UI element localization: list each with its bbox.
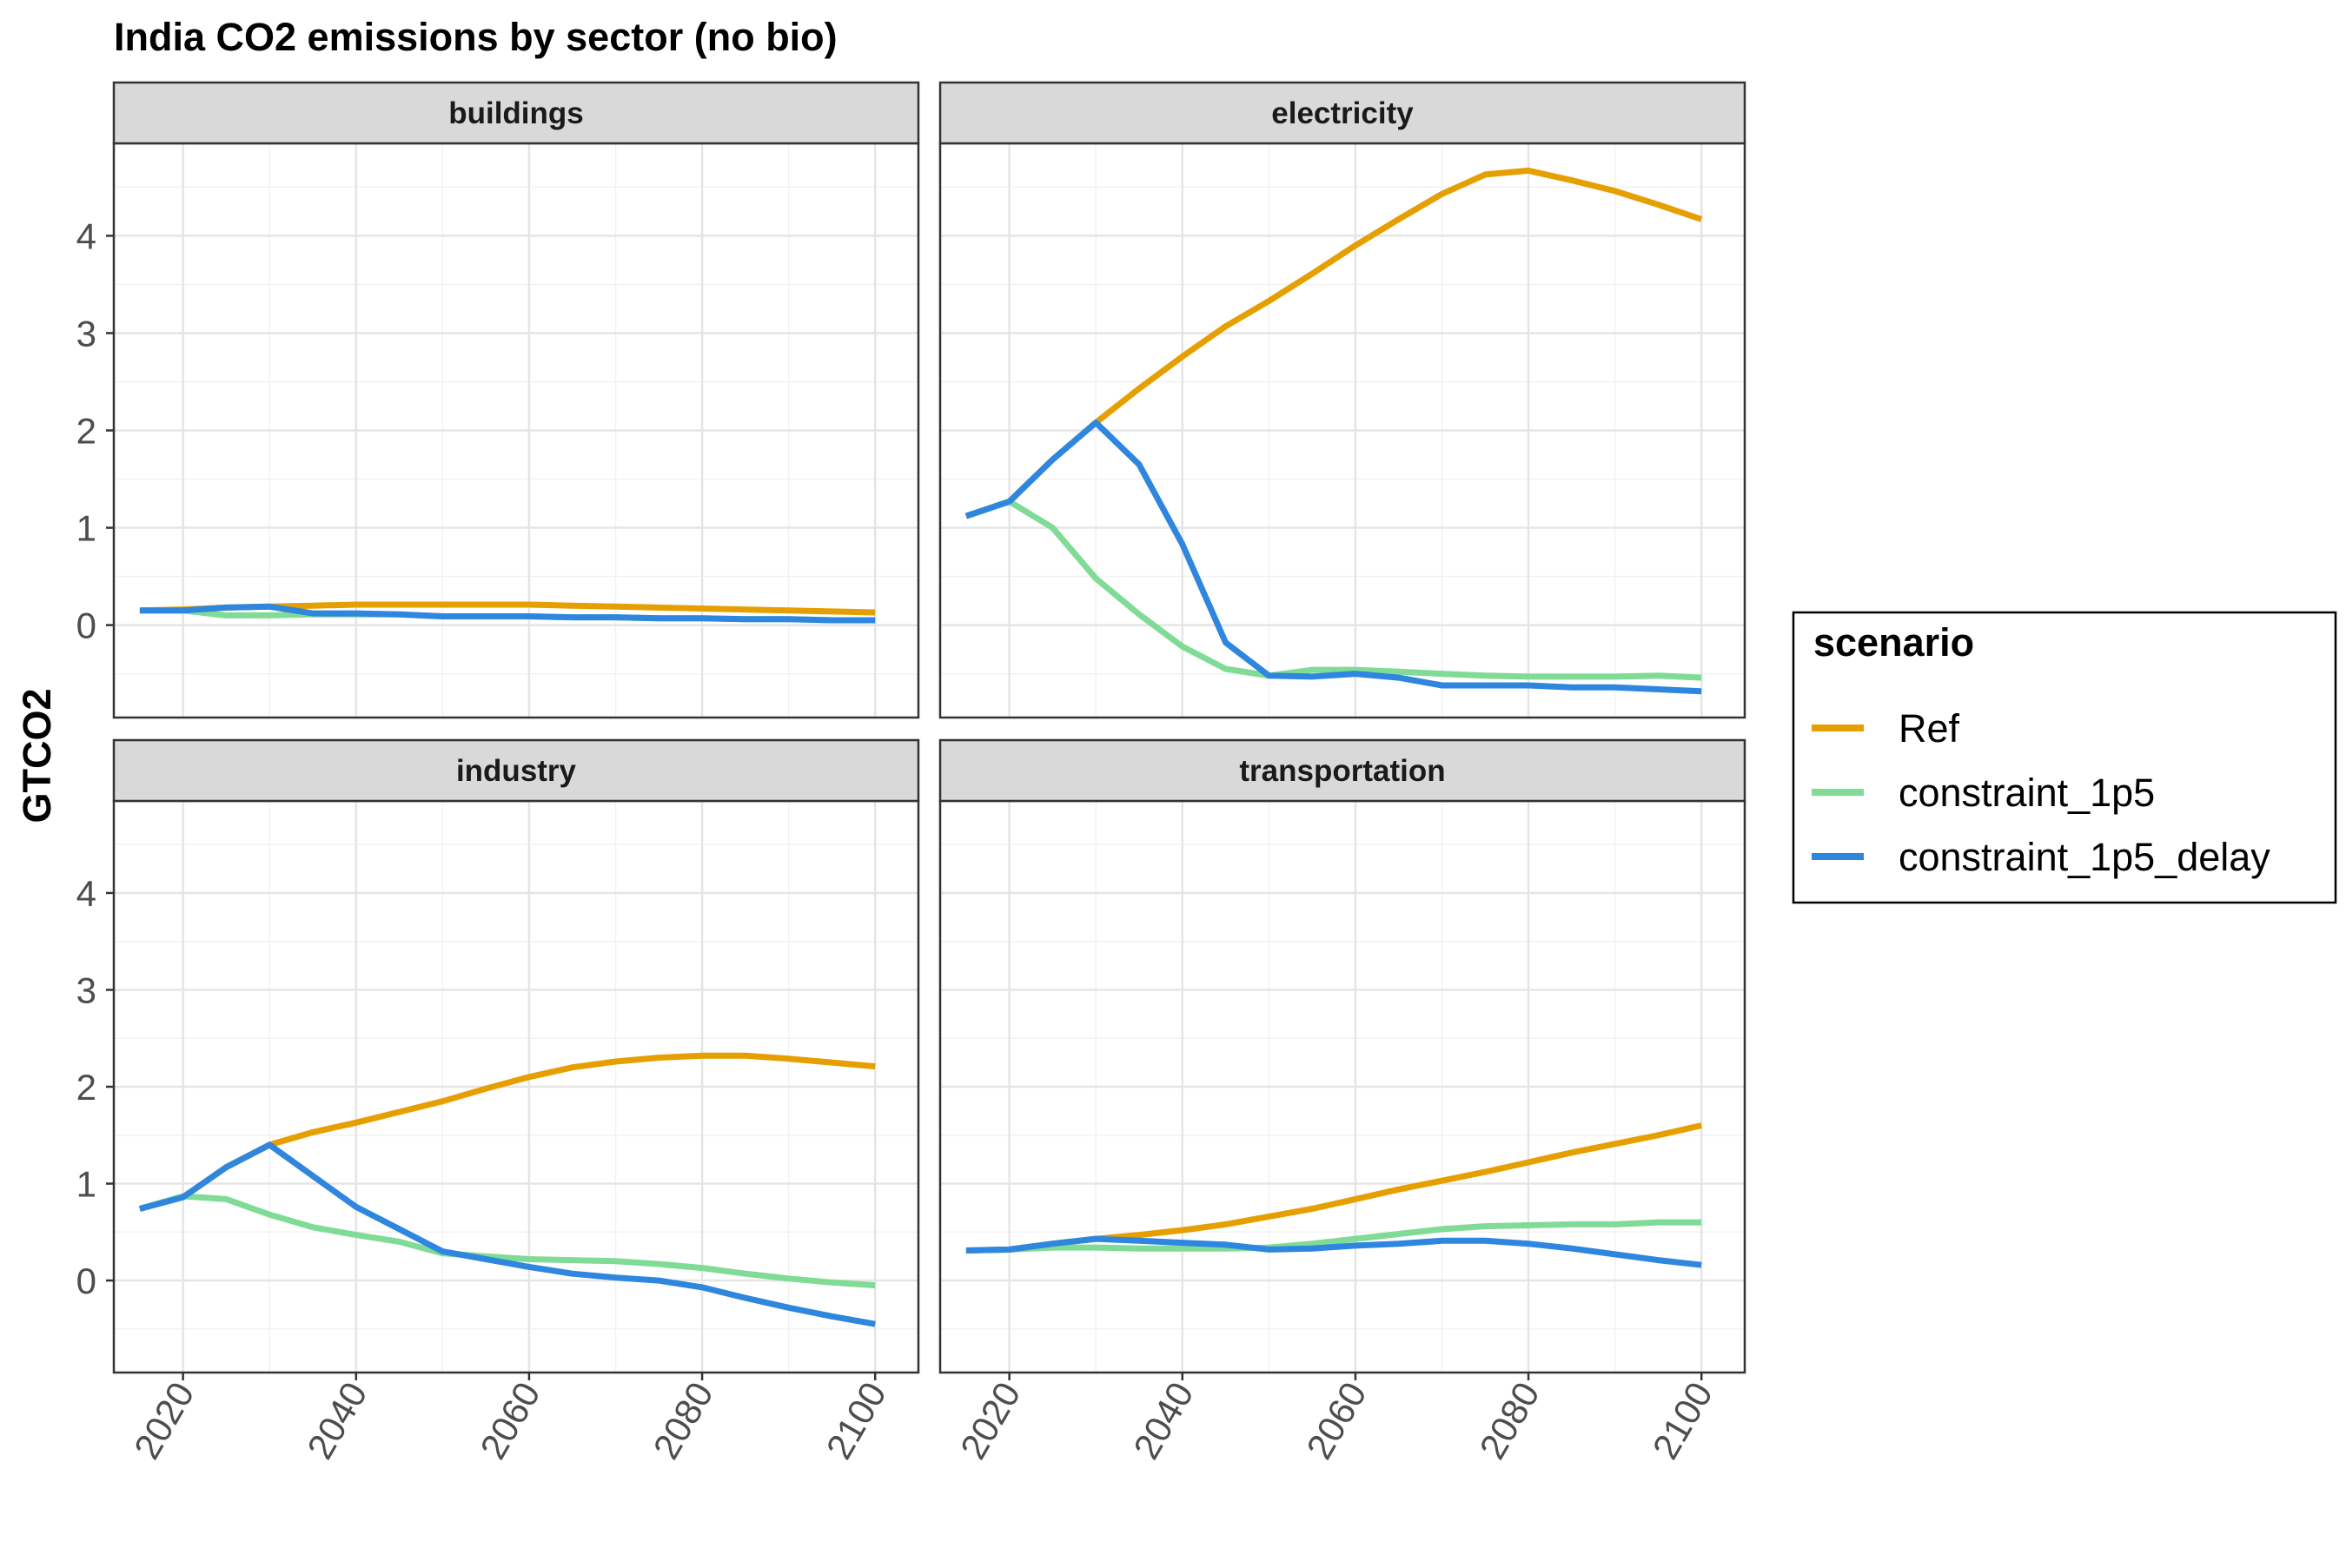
series-line-constraint-1p5-delay bbox=[965, 1235, 1702, 1268]
x-tick-label: 2080 bbox=[645, 1375, 720, 1465]
y-tick-label: 1 bbox=[76, 508, 96, 549]
legend: scenario Ref constraint_1p5 constraint_1p5_… bbox=[1792, 611, 2337, 904]
facet-buildings: buildings 0 1 2 3 4 bbox=[76, 81, 920, 719]
x-tick-label: 2060 bbox=[1298, 1375, 1374, 1465]
series-line-constraint-1p5 bbox=[138, 1193, 876, 1289]
series-line-constraint-1p5-delay bbox=[964, 420, 1702, 695]
facet-strip-label-electricity: electricity bbox=[1271, 96, 1414, 130]
y-tick-label: 4 bbox=[76, 215, 96, 256]
legend-label-constraint-1p5: constraint_1p5 bbox=[1899, 771, 2155, 815]
legend-title: scenario bbox=[1813, 620, 1974, 665]
x-tick-label: 2060 bbox=[472, 1375, 547, 1465]
x-tick-label: 2020 bbox=[126, 1375, 202, 1465]
facet-strip-label-industry: industry bbox=[456, 754, 577, 788]
facet-strip bbox=[112, 81, 920, 145]
facet-strip-label-transportation: transportation bbox=[1239, 754, 1445, 788]
series-line-constraint-1p5 bbox=[964, 498, 1702, 681]
series-line-constraint-1p5-delay bbox=[139, 603, 876, 624]
legend-label-ref: Ref bbox=[1899, 706, 1960, 751]
y-axis-label: GTCO2 bbox=[15, 688, 59, 823]
y-tick-label: 1 bbox=[76, 1164, 96, 1205]
facet-strip bbox=[938, 738, 1746, 803]
facet-electricity: electricity bbox=[938, 81, 1746, 719]
x-tick-label: 2040 bbox=[1125, 1375, 1201, 1465]
facet-strip bbox=[112, 738, 920, 803]
x-tick-label: 2100 bbox=[818, 1375, 894, 1465]
y-tick-label: 2 bbox=[76, 1067, 96, 1108]
y-tick-label: 2 bbox=[76, 411, 96, 452]
y-tick-label: 0 bbox=[76, 605, 96, 646]
legend-label-constraint-1p5-delay: constraint_1p5_delay bbox=[1899, 835, 2270, 879]
chart-title: India CO2 emissions by sector (no bio) bbox=[114, 15, 838, 59]
x-tick-label: 2100 bbox=[1645, 1375, 1720, 1465]
series-line-constraint-1p5-delay bbox=[138, 1141, 876, 1327]
x-tick-label: 2040 bbox=[299, 1375, 374, 1465]
y-tick-label: 4 bbox=[76, 873, 96, 914]
facet-industry: industry 0 1 2 3 4 2020 2040 2060 2080 2100 bbox=[76, 738, 920, 1465]
x-tick-label: 2080 bbox=[1471, 1375, 1547, 1465]
y-tick-label: 3 bbox=[76, 969, 96, 1010]
facet-strip-label-buildings: buildings bbox=[448, 96, 584, 130]
facet-transportation: transportation 2020 2040 2060 2080 2100 bbox=[938, 738, 1746, 1465]
y-tick-label: 3 bbox=[76, 313, 96, 354]
x-tick-label: 2020 bbox=[952, 1375, 1028, 1465]
y-tick-label: 0 bbox=[76, 1260, 96, 1301]
legend-box bbox=[1792, 611, 2337, 904]
facet-strip bbox=[938, 81, 1746, 145]
series-line-constraint-1p5 bbox=[965, 1219, 1702, 1254]
